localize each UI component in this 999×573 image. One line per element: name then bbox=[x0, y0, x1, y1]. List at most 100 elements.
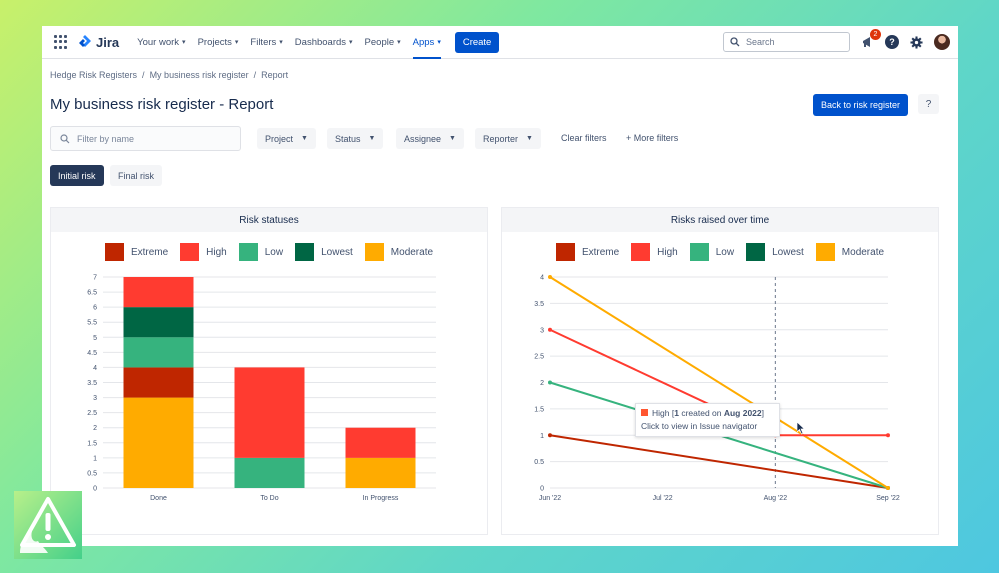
legend-item-lowest[interactable]: Lowest bbox=[295, 243, 353, 261]
nav-people[interactable]: People ▾ bbox=[365, 26, 401, 59]
chevron-down-icon: ▼ bbox=[526, 135, 533, 142]
search-icon bbox=[730, 37, 740, 47]
legend-item-lowest[interactable]: Lowest bbox=[746, 243, 804, 261]
y-tick-label: 2 bbox=[540, 380, 544, 387]
dropdown-label: Status bbox=[335, 133, 361, 144]
tooltip-count: 1 bbox=[674, 408, 679, 418]
notifications-button[interactable]: 2 bbox=[860, 28, 881, 50]
legend-swatch bbox=[815, 243, 835, 261]
warning-leaf-icon bbox=[20, 497, 76, 553]
chevron-down-icon: ▼ bbox=[449, 135, 456, 142]
assignee-filter-dropdown[interactable]: Assignee ▼ bbox=[396, 128, 464, 149]
y-tick-label: 3 bbox=[540, 327, 544, 334]
series-line bbox=[549, 276, 889, 489]
x-tick-label: In Progress bbox=[363, 495, 399, 502]
x-tick-label: Jun '22 bbox=[539, 495, 561, 502]
risk-statuses-panel: Risk statuses Extreme High Low Lowest Mo… bbox=[50, 207, 488, 535]
tooltip-prefix: High [ bbox=[652, 408, 675, 418]
tooltip-action: Click to view in Issue navigator bbox=[641, 421, 758, 431]
bar-segment bbox=[123, 337, 194, 368]
jira-logo-icon bbox=[79, 35, 91, 47]
search-placeholder: Search bbox=[746, 37, 775, 47]
app-switcher-icon[interactable] bbox=[54, 35, 68, 49]
logo-text: Jira bbox=[96, 34, 120, 50]
nav-label: Apps bbox=[412, 36, 435, 48]
legend-swatch bbox=[180, 243, 200, 261]
series-point bbox=[886, 486, 890, 490]
y-tick-label: 4 bbox=[540, 275, 544, 282]
breadcrumb-item[interactable]: My business risk register bbox=[149, 70, 249, 80]
legend-item-low[interactable]: Low bbox=[689, 243, 734, 261]
tab-initial-risk[interactable]: Initial risk bbox=[50, 165, 104, 186]
tooltip-suffix: ] bbox=[761, 408, 765, 418]
x-tick-label: Sep '22 bbox=[876, 495, 900, 502]
hedge-logo bbox=[14, 491, 82, 559]
breadcrumb-item[interactable]: Report bbox=[261, 70, 289, 80]
legend-swatch bbox=[689, 243, 709, 261]
y-tick-label: 0 bbox=[540, 486, 544, 493]
tab-final-risk[interactable]: Final risk bbox=[110, 165, 163, 186]
more-filters-button[interactable]: + More filters bbox=[626, 133, 679, 143]
legend-item-extreme[interactable]: Extreme bbox=[555, 243, 619, 261]
nav-filters[interactable]: Filters ▾ bbox=[250, 26, 282, 59]
chevron-down-icon: ▾ bbox=[234, 39, 239, 46]
search-icon bbox=[60, 133, 70, 143]
clear-filters-button[interactable]: Clear filters bbox=[561, 133, 607, 143]
help-button[interactable]: ? bbox=[918, 94, 939, 114]
filter-placeholder: Filter by name bbox=[77, 133, 135, 144]
y-tick-label: 7 bbox=[93, 275, 97, 282]
legend-label: Moderate bbox=[841, 246, 885, 258]
legend-item-extreme[interactable]: Extreme bbox=[104, 243, 169, 261]
nav-your-work[interactable]: Your work ▾ bbox=[137, 26, 185, 59]
legend-swatch bbox=[555, 243, 575, 261]
legend-label: Extreme bbox=[130, 246, 169, 258]
y-tick-label: 4.5 bbox=[87, 350, 97, 357]
mouse-pointer-icon bbox=[797, 422, 806, 435]
legend-item-moderate[interactable]: Moderate bbox=[364, 243, 434, 261]
legend-item-moderate[interactable]: Moderate bbox=[815, 243, 885, 261]
bar-segment bbox=[234, 367, 305, 458]
status-filter-dropdown[interactable]: Status ▼ bbox=[327, 128, 384, 149]
legend-swatch bbox=[295, 243, 315, 261]
legend-item-low[interactable]: Low bbox=[238, 243, 284, 261]
legend-item-high[interactable]: High bbox=[631, 243, 678, 261]
reporter-filter-dropdown[interactable]: Reporter ▼ bbox=[475, 128, 541, 149]
x-tick-label: Jul '22 bbox=[653, 495, 673, 502]
breadcrumb-item[interactable]: Hedge Risk Registers bbox=[50, 70, 138, 80]
chart-legend: Extreme High Low Lowest Moderate bbox=[502, 243, 938, 261]
nav-label: Filters bbox=[250, 36, 277, 48]
y-tick-label: 1.5 bbox=[534, 406, 544, 413]
avatar[interactable] bbox=[934, 34, 950, 50]
y-tick-label: 5.5 bbox=[87, 320, 97, 327]
legend-label: Lowest bbox=[321, 246, 353, 258]
series-point bbox=[548, 327, 552, 332]
nav-dashboards[interactable]: Dashboards ▾ bbox=[295, 26, 353, 59]
help-icon[interactable]: ? bbox=[885, 35, 899, 49]
back-to-register-button[interactable]: Back to risk register bbox=[813, 94, 909, 116]
project-filter-dropdown[interactable]: Project ▼ bbox=[257, 128, 316, 149]
tooltip-month: Aug 2022 bbox=[723, 408, 762, 418]
filter-by-name-input[interactable]: Filter by name bbox=[50, 126, 241, 151]
nav-apps[interactable]: Apps ▾ bbox=[412, 26, 442, 59]
create-button[interactable]: Create bbox=[454, 31, 500, 53]
nav-projects[interactable]: Projects ▾ bbox=[198, 26, 239, 59]
chart-tooltip[interactable]: High [1 created on Aug 2022] Click to vi… bbox=[635, 403, 780, 437]
chevron-down-icon: ▾ bbox=[397, 39, 401, 46]
settings-button[interactable] bbox=[909, 35, 924, 50]
dropdown-label: Reporter bbox=[483, 133, 519, 144]
y-tick-label: 3.5 bbox=[87, 380, 97, 387]
search-input[interactable]: Search bbox=[723, 32, 850, 52]
chevron-down-icon: ▾ bbox=[182, 39, 186, 46]
nav-label: Dashboards bbox=[294, 36, 347, 48]
chevron-down-icon: ▼ bbox=[301, 135, 308, 142]
legend-label: Moderate bbox=[390, 246, 434, 258]
legend-label: Low bbox=[264, 246, 284, 258]
jira-logo[interactable]: Jira bbox=[78, 35, 119, 50]
chevron-down-icon: ▾ bbox=[279, 39, 283, 46]
risks-over-time-chart: 0 0.5 1 1.5 2 2.5 3 3.5 4 Jun '22 Jul '22 Aug '22 Se… bbox=[534, 275, 900, 503]
series-point bbox=[548, 275, 552, 279]
y-tick-label: 3.5 bbox=[534, 301, 544, 308]
series-point bbox=[548, 380, 552, 385]
legend-item-high[interactable]: High bbox=[180, 243, 227, 261]
y-tick-label: 3 bbox=[93, 395, 97, 402]
